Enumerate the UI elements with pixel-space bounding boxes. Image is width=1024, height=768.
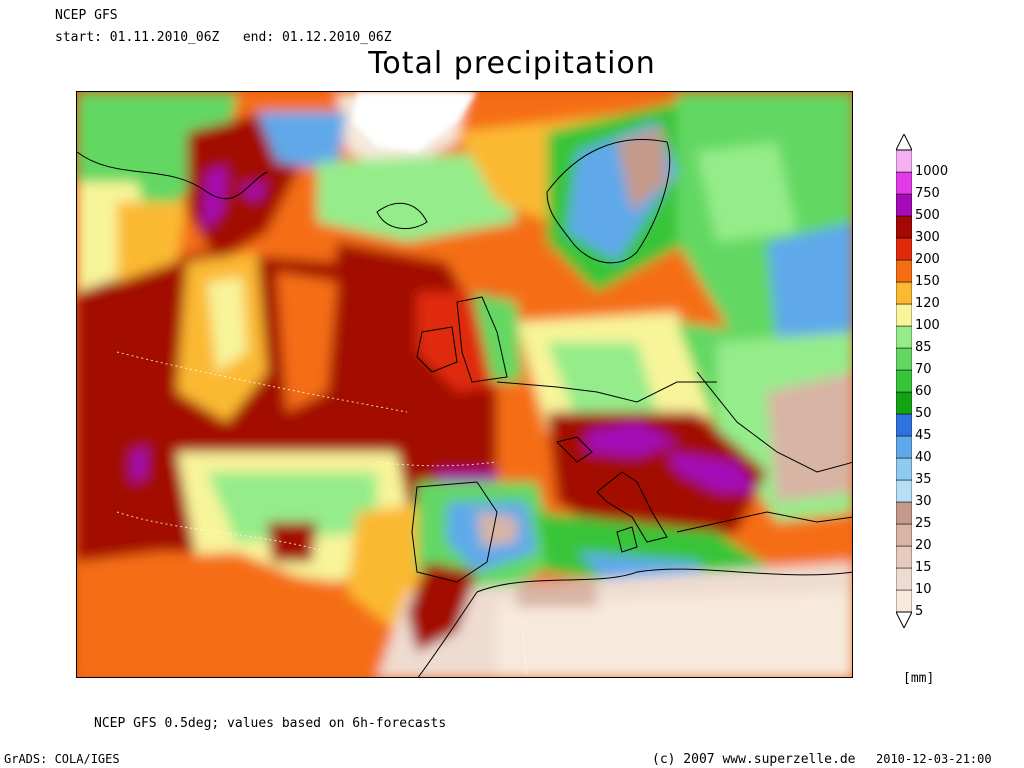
legend-swatch bbox=[896, 435, 912, 459]
legend-level-label: 500 bbox=[915, 208, 940, 223]
legend-swatch bbox=[896, 347, 912, 371]
precipitation-map bbox=[76, 91, 853, 678]
legend-level-label: 30 bbox=[915, 494, 932, 509]
legend-level-label: 15 bbox=[915, 560, 932, 575]
map-title: Total precipitation bbox=[368, 46, 656, 81]
legend-level-label: 60 bbox=[915, 384, 932, 399]
legend-swatch bbox=[896, 325, 912, 349]
legend-level-label: 120 bbox=[915, 296, 940, 311]
coastlines bbox=[77, 138, 852, 677]
legend-swatch bbox=[896, 501, 912, 525]
grads-credit: GrADS: COLA/IGES bbox=[4, 752, 120, 766]
legend-swatch bbox=[896, 457, 912, 481]
legend-swatch bbox=[896, 303, 912, 327]
copyright: (c) 2007 www.superzelle.de bbox=[652, 752, 856, 767]
legend-swatch bbox=[896, 369, 912, 393]
legend-level-label: 5 bbox=[915, 604, 924, 619]
legend-level-label: 50 bbox=[915, 406, 932, 421]
legend-bottom-arrow bbox=[896, 611, 912, 628]
forecast-period: start: 01.11.2010_06Z end: 01.12.2010_06… bbox=[55, 30, 392, 45]
legend-level-label: 10 bbox=[915, 582, 932, 597]
legend-swatch bbox=[896, 259, 912, 283]
legend-top-arrow bbox=[896, 134, 912, 151]
legend-level-label: 20 bbox=[915, 538, 932, 553]
units-label: [mm] bbox=[903, 671, 935, 686]
footer-note: NCEP GFS 0.5deg; values based on 6h-fore… bbox=[94, 716, 447, 731]
legend-swatch bbox=[896, 171, 912, 195]
legend-swatch bbox=[896, 391, 912, 415]
legend-swatch bbox=[896, 413, 912, 437]
legend-swatch bbox=[896, 479, 912, 503]
precip-shading bbox=[77, 92, 852, 677]
legend-swatch bbox=[896, 523, 912, 547]
legend-swatch bbox=[896, 149, 912, 173]
legend-level-label: 150 bbox=[915, 274, 940, 289]
legend-level-label: 40 bbox=[915, 450, 932, 465]
legend-level-label: 100 bbox=[915, 318, 940, 333]
legend-swatch bbox=[896, 237, 912, 261]
legend-swatch bbox=[896, 545, 912, 569]
precipitation-field bbox=[77, 92, 852, 677]
legend-level-label: 35 bbox=[915, 472, 932, 487]
legend-swatch bbox=[896, 589, 912, 613]
legend-level-label: 70 bbox=[915, 362, 932, 377]
legend-level-label: 200 bbox=[915, 252, 940, 267]
legend-level-label: 1000 bbox=[915, 164, 949, 179]
legend-level-label: 45 bbox=[915, 428, 932, 443]
color-legend bbox=[896, 134, 912, 628]
timestamp: 2010-12-03-21:00 bbox=[876, 752, 992, 766]
legend-level-label: 750 bbox=[915, 186, 940, 201]
legend-swatch bbox=[896, 215, 912, 239]
legend-level-label: 25 bbox=[915, 516, 932, 531]
boundary-lines bbox=[116, 351, 528, 677]
legend-level-label: 85 bbox=[915, 340, 932, 355]
model-label: NCEP GFS bbox=[55, 8, 118, 23]
legend-swatch bbox=[896, 193, 912, 217]
legend-swatch bbox=[896, 567, 912, 591]
legend-level-label: 300 bbox=[915, 230, 940, 245]
legend-swatch bbox=[896, 281, 912, 305]
